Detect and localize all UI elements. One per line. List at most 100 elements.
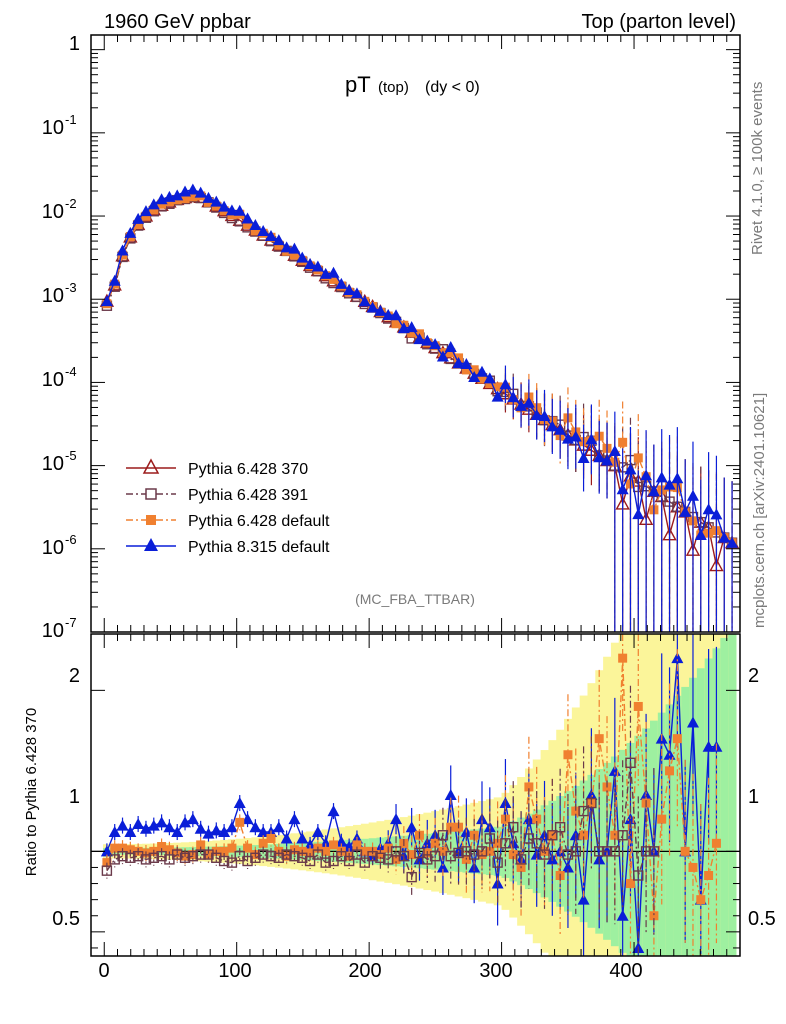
uncertainty-band-green [720,637,729,956]
ratio-point-1 [563,750,573,760]
legend: Pythia 6.428 370 Pythia 6.428 391 Pythia… [126,458,330,556]
ratio-point-1 [579,830,589,840]
main-point-3 [460,357,473,369]
ratio-ytick-2-right: 2 [748,665,759,687]
ratio-point-1 [696,895,706,905]
ratio-point-1 [282,851,292,861]
main-point-3 [413,333,426,345]
main-point-3 [132,212,145,224]
ratio-point-2 [414,847,425,859]
ratio-ytick-05: 0.5 [52,908,80,930]
ratio-point-0 [249,821,262,833]
ratio-point-0 [124,826,137,838]
main-ytick-labels: 1 10 10 10 10 10 10 10 -1 -2 -3 -4 -5 -6… [42,33,80,642]
ratio-point-0 [132,817,145,829]
ratio-point-0 [116,819,129,831]
ratio-point-1 [258,838,268,848]
main-point-3 [554,423,567,435]
ratio-point-2 [101,865,113,876]
legend-label-1: Pythia 6.428 391 [188,487,308,504]
ratio-point-1 [493,838,503,848]
ratio-point-2 [265,850,277,862]
ratio-point-0 [311,826,324,838]
legend-label-2: Pythia 6.428 default [188,513,330,530]
ratio-point-2 [312,849,324,860]
main-point-3 [647,485,660,497]
header-left: 1960 GeV ppbar [104,11,251,33]
ratio-point-1 [118,843,128,853]
ratio-point-0 [304,838,317,850]
main-point-2 [477,374,487,384]
ratio-point-2 [351,849,363,860]
ratio-point-0 [561,861,574,873]
main-point-3 [358,295,371,307]
ratio-point-0 [702,740,715,752]
ratio-point-1 [680,846,690,856]
main-point-3 [702,503,715,515]
main-point-3 [640,469,653,481]
ratio-point-1 [102,858,112,868]
ratio-point-1 [665,766,675,776]
ratio-point-2 [640,846,652,857]
main-point-3 [546,420,559,432]
main-point-3 [335,277,348,289]
main-point-3 [569,430,582,442]
main-point-2 [274,240,284,250]
ratio-point-2 [508,822,519,833]
ratio-point-2 [648,846,660,857]
main-point-3 [515,399,528,411]
main-point-3 [233,204,246,216]
main-point-3 [655,471,668,483]
ratio-point-1 [672,734,682,744]
plot-title-sub: (top) [378,79,409,96]
ratio-point-2 [461,846,472,857]
ratio-point-2 [609,846,621,857]
ratio-point-0 [405,821,418,833]
main-point-3 [726,536,739,548]
main-point-3 [225,204,238,216]
ratio-point-2 [117,850,128,862]
ratio-ytick-05-right: 0.5 [748,908,776,930]
main-point-3 [671,472,684,484]
main-point-3 [694,529,707,541]
main-point-3 [632,508,645,520]
ratio-point-1 [485,846,495,856]
ratio-plot-marks [91,634,740,956]
main-point-3 [304,258,317,270]
main-point-3 [296,251,309,263]
ratio-point-2 [531,838,542,849]
ratio-point-0 [218,826,231,838]
ytick-exp-7: -7 [65,615,77,630]
rivet-label: Rivet 4.1.0, ≥ 100k events [749,82,766,255]
ratio-point-2 [594,846,605,857]
main-point-2 [618,437,628,447]
ratio-point-1 [110,843,120,853]
ratio-point-1 [305,848,315,858]
ratio-point-2 [367,850,378,862]
ratio-point-1 [219,846,229,856]
ratio-ylabel: Ratio to Pythia 6.428 370 [23,708,40,876]
ratio-point-2 [242,855,253,867]
ratio-point-1 [704,871,714,880]
plot-title: pT [345,72,371,97]
main-point-2 [250,226,260,236]
main-point-2 [493,382,503,392]
main-point-3 [710,508,723,520]
mcplots-label: mcplots.cern.ch [arXiv:2401.10621] [751,393,768,628]
ratio-point-1 [157,842,167,852]
main-point-3 [280,241,293,253]
main-point-3 [577,452,590,464]
ratio-point-2 [515,854,527,865]
ratio-point-0 [585,789,598,800]
ratio-point-2 [476,846,488,857]
ratio-point-2 [539,849,550,860]
ratio-point-2 [437,830,449,841]
main-point-3 [483,372,496,384]
main-point-2 [243,219,253,229]
ratio-point-2 [422,854,433,865]
main-point-3 [350,287,363,299]
ratio-point-2 [132,850,144,862]
main-point-3 [382,308,395,320]
legend-entry-0: Pythia 6.428 370 [126,458,308,478]
ytick-label-6: 10 [42,537,64,559]
